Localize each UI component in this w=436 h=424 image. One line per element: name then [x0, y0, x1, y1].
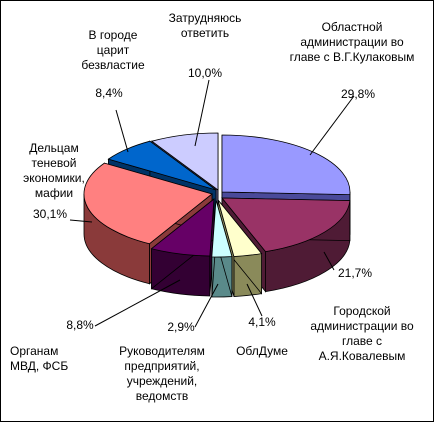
leader-lines	[69, 79, 355, 328]
slice-category-label-5: Дельцам теневой экономики, мафии	[23, 141, 85, 200]
leader-line-6	[115, 109, 129, 153]
slice-value-label-6: 8,4%	[95, 86, 123, 100]
leader-line-4	[94, 279, 181, 327]
slice-value-label-3: 2,9%	[167, 320, 195, 334]
slice-value-label-7: 10,0%	[188, 66, 222, 80]
slice-category-label-2: ОблДуме	[236, 344, 288, 358]
leader-line-2	[246, 283, 263, 317]
slice-top-0	[221, 134, 351, 196]
slice-top-5	[83, 162, 213, 245]
slice-category-label-6: В городе царит безвластие	[81, 28, 145, 72]
slice-top-1	[221, 197, 351, 253]
slice-value-label-0: 29,8%	[341, 87, 375, 101]
slice-category-label-3: Руководителям предприятий, учреждений, ведо…	[119, 344, 205, 403]
slice-top-4	[150, 198, 215, 257]
slice-category-label-1: Городской администрации во главе с А.Я.Кова…	[310, 304, 414, 363]
slice-top-2	[217, 199, 263, 257]
leader-line-3	[194, 283, 219, 328]
slice-category-label-7: Затрудняюсь ответить	[169, 11, 242, 40]
slice-value-label-2: 4,1%	[248, 315, 276, 329]
slice-value-label-5: 30,1%	[33, 207, 67, 221]
slice-value-label-4: 8,8%	[66, 318, 94, 332]
leader-line-5	[69, 219, 93, 223]
slice-category-label-0: Областной администрации во главе с В.Г.Кул…	[290, 20, 415, 64]
slice-top-3	[211, 199, 233, 258]
pie-top-faces	[83, 132, 351, 258]
leader-line-0	[309, 95, 355, 156]
leader-line-1	[323, 251, 335, 271]
slice-labels: Областной администрации во главе с В.Г.Кул…	[10, 11, 414, 403]
leader-line-7	[194, 79, 210, 147]
slice-value-label-1: 21,7%	[338, 266, 372, 280]
slice-top-7	[151, 132, 219, 191]
slice-category-label-4: Органам МВД, ФСБ	[10, 344, 68, 373]
